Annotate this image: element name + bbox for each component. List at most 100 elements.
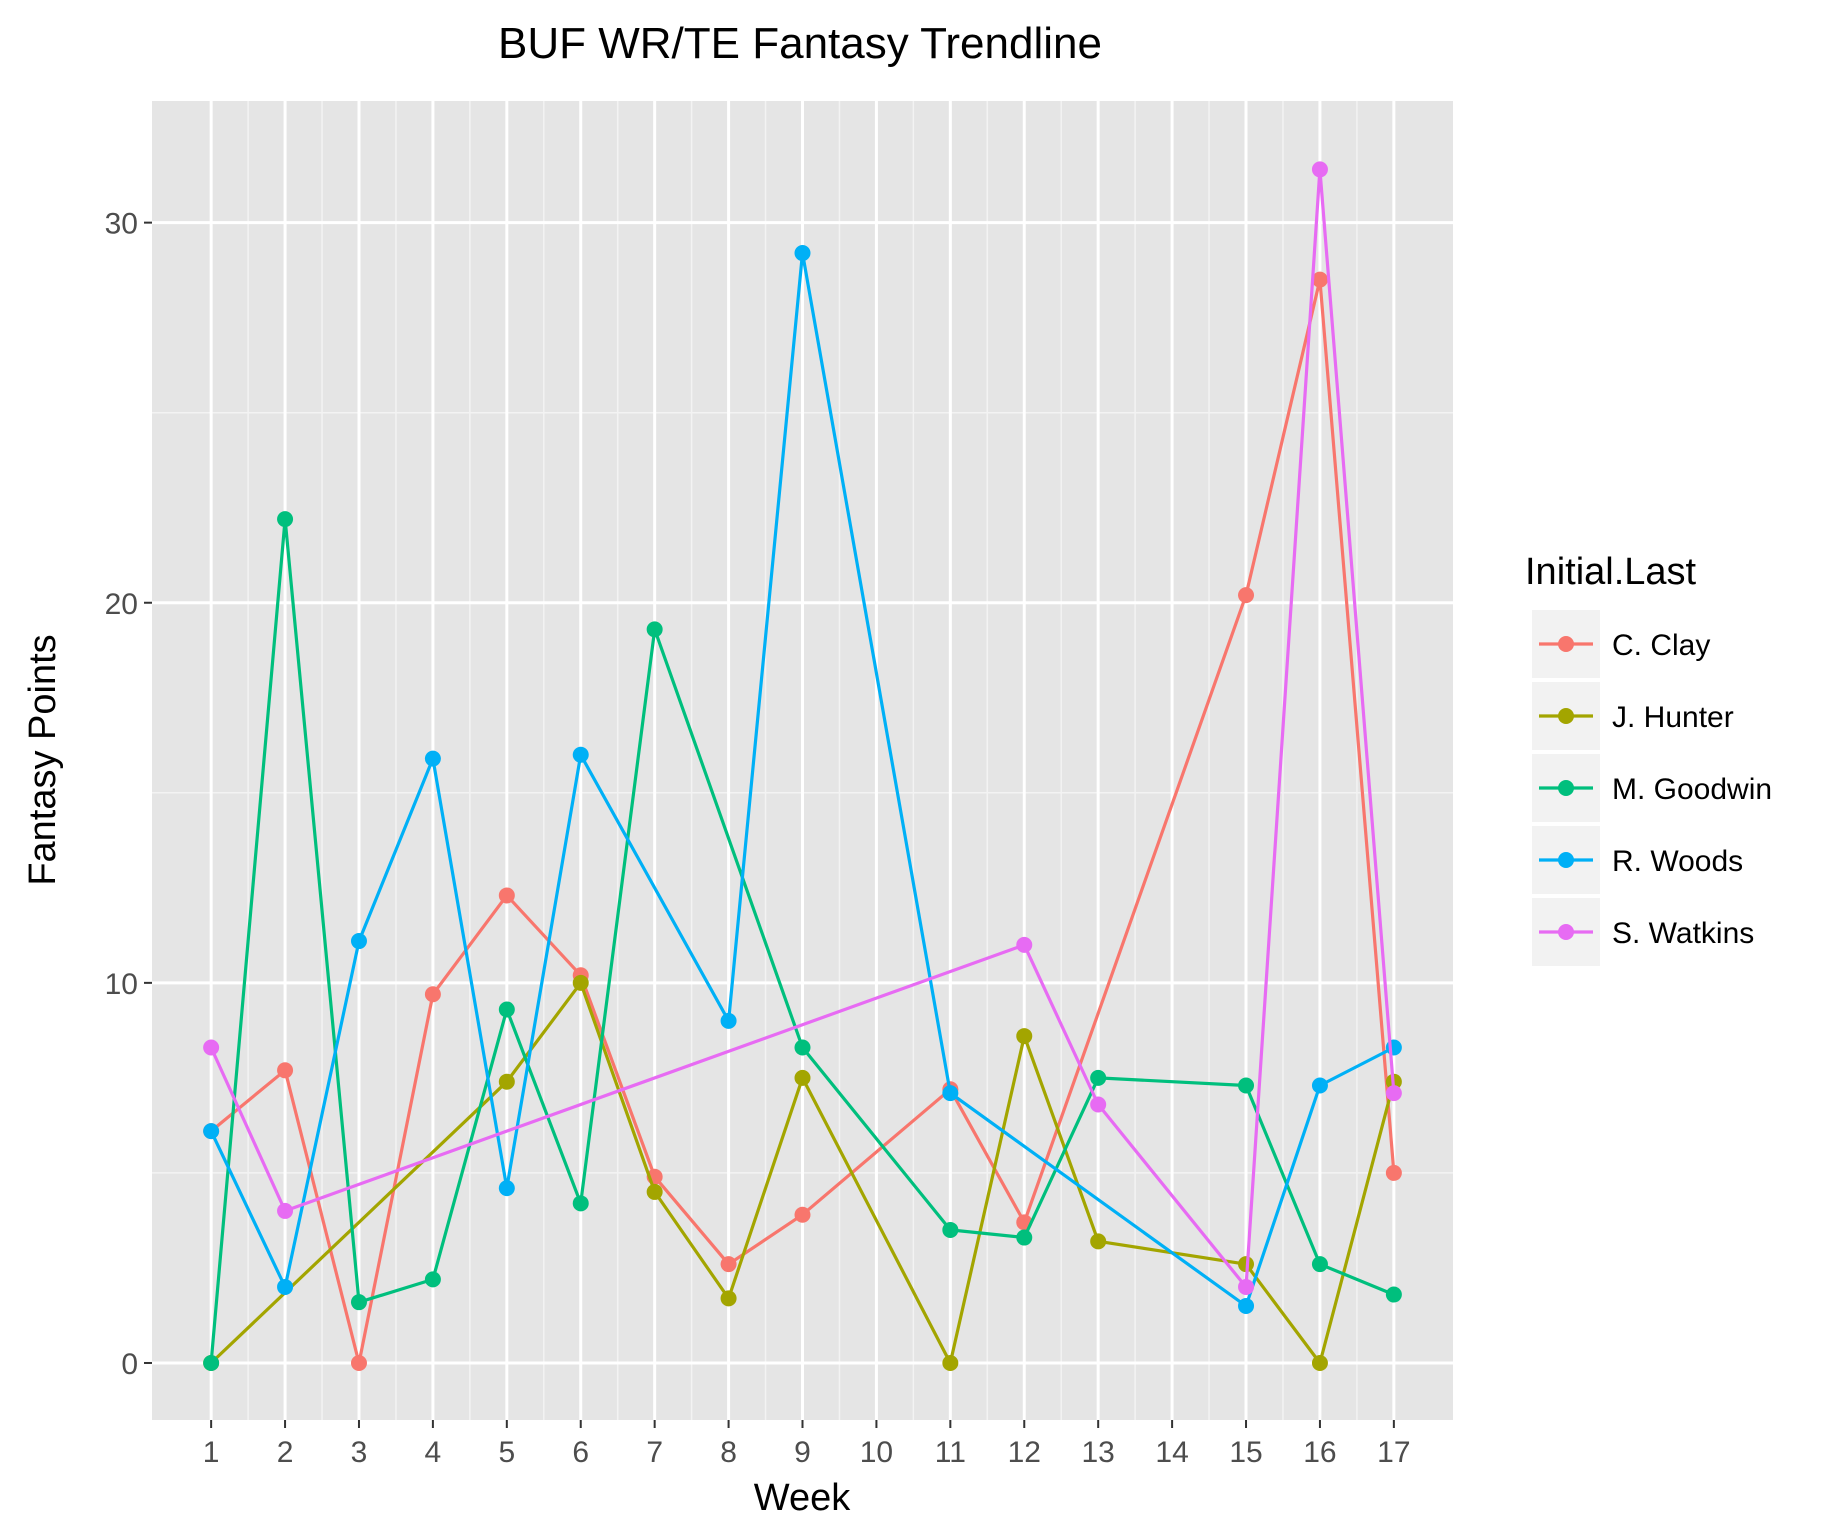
x-tick-label: 13: [1081, 1436, 1114, 1469]
x-tick-label: 2: [277, 1436, 294, 1469]
series-m-goodwin: [203, 511, 1402, 1371]
x-tick-label: 11: [935, 1436, 966, 1469]
legend-label: J. Hunter: [1612, 701, 1734, 734]
data-point-c-clay: [1311, 271, 1328, 288]
data-point-m-goodwin: [572, 1195, 589, 1212]
data-point-r-woods: [720, 1012, 737, 1029]
legend-marker: [1558, 780, 1574, 796]
x-tick-label: 6: [572, 1436, 589, 1469]
data-point-r-woods: [794, 245, 811, 262]
series-line-r-woods: [209, 251, 1395, 1308]
data-point-c-clay: [350, 1354, 367, 1371]
data-point-m-goodwin: [1385, 1286, 1402, 1303]
x-tick-label: 1: [203, 1436, 220, 1469]
x-tick-label: 16: [1303, 1436, 1336, 1469]
data-point-r-woods: [1311, 1077, 1328, 1094]
legend-item-r-woods: R. Woods: [1532, 826, 1743, 894]
data-point-r-woods: [424, 750, 441, 767]
data-point-m-goodwin: [794, 1039, 811, 1056]
series-r-woods: [203, 245, 1402, 1314]
data-point-s-watkins: [203, 1039, 220, 1056]
chart-title: BUF WR/TE Fantasy Trendline: [498, 19, 1102, 68]
x-tick-label: 10: [860, 1436, 893, 1469]
data-point-r-woods: [498, 1180, 515, 1197]
legend-item-m-goodwin: M. Goodwin: [1532, 754, 1772, 822]
x-tick-label: 12: [1008, 1436, 1041, 1469]
data-point-j-hunter: [720, 1290, 737, 1307]
data-point-j-hunter: [942, 1354, 959, 1371]
x-tick-label: 9: [794, 1436, 811, 1469]
data-point-c-clay: [1385, 1164, 1402, 1181]
series-line-j-hunter: [209, 981, 1396, 1365]
data-point-s-watkins: [1016, 936, 1033, 953]
data-point-c-clay: [1238, 587, 1255, 604]
data-point-j-hunter: [572, 974, 589, 991]
legend-label: S. Watkins: [1612, 917, 1754, 950]
series-line-m-goodwin: [209, 517, 1395, 1364]
data-point-s-watkins: [1090, 1096, 1107, 1113]
data-point-m-goodwin: [1238, 1077, 1255, 1094]
legend-marker: [1558, 708, 1574, 724]
data-point-r-woods: [350, 933, 367, 950]
data-point-j-hunter: [646, 1183, 663, 1200]
legend-label: C. Clay: [1612, 629, 1710, 662]
legend-item-s-watkins: S. Watkins: [1532, 898, 1754, 966]
data-point-m-goodwin: [942, 1221, 959, 1238]
data-point-m-goodwin: [277, 511, 294, 528]
x-tick-label: 8: [720, 1436, 737, 1469]
legend-label: M. Goodwin: [1612, 773, 1772, 806]
data-point-j-hunter: [794, 1069, 811, 1086]
data-point-j-hunter: [1311, 1354, 1328, 1371]
legend: Initial.Last C. Clay J. Hunter M. Goodwin R…: [1525, 551, 1772, 966]
data-point-m-goodwin: [1090, 1069, 1107, 1086]
data-point-r-woods: [572, 746, 589, 763]
data-point-m-goodwin: [1311, 1256, 1328, 1273]
data-point-m-goodwin: [646, 621, 663, 638]
legend-item-j-hunter: J. Hunter: [1532, 682, 1734, 750]
legend-label: R. Woods: [1612, 845, 1743, 878]
data-point-c-clay: [498, 887, 515, 904]
data-point-r-woods: [1238, 1297, 1255, 1314]
legend-marker: [1558, 924, 1574, 940]
series-line-c-clay: [210, 278, 1396, 1365]
legend-marker: [1558, 636, 1574, 652]
x-tick-label: 15: [1229, 1436, 1262, 1469]
series-j-hunter: [203, 974, 1402, 1371]
series-layer: [203, 161, 1402, 1371]
y-tick-label: 30: [105, 208, 138, 241]
data-point-j-hunter: [1016, 1028, 1033, 1045]
y-tick-label: 20: [105, 588, 138, 621]
data-point-j-hunter: [498, 1073, 515, 1090]
data-point-s-watkins: [277, 1202, 294, 1219]
data-point-c-clay: [720, 1256, 737, 1273]
x-tick-label: 14: [1155, 1436, 1188, 1469]
x-tick-label: 7: [646, 1436, 663, 1469]
data-point-r-woods: [942, 1085, 959, 1102]
data-point-c-clay: [794, 1206, 811, 1223]
data-point-c-clay: [277, 1062, 294, 1079]
data-point-m-goodwin: [498, 1001, 515, 1018]
y-axis-label: Fantasy Points: [22, 634, 64, 885]
legend-marker: [1558, 852, 1574, 868]
legend-item-c-clay: C. Clay: [1532, 610, 1710, 678]
data-point-s-watkins: [1238, 1278, 1255, 1295]
x-tick-label: 4: [425, 1436, 442, 1469]
data-point-s-watkins: [1311, 161, 1328, 178]
legend-title: Initial.Last: [1525, 551, 1697, 593]
data-point-r-woods: [203, 1123, 220, 1140]
x-tick-label: 3: [351, 1436, 368, 1469]
data-point-c-clay: [424, 986, 441, 1003]
data-point-m-goodwin: [424, 1271, 441, 1288]
data-point-s-watkins: [1385, 1085, 1402, 1102]
data-point-m-goodwin: [1016, 1229, 1033, 1246]
data-point-j-hunter: [1090, 1233, 1107, 1250]
x-tick-label: 5: [498, 1436, 515, 1469]
data-point-m-goodwin: [203, 1354, 220, 1371]
y-tick-label: 10: [105, 968, 138, 1001]
series-s-watkins: [203, 161, 1402, 1295]
data-point-m-goodwin: [350, 1294, 367, 1311]
data-point-r-woods: [277, 1278, 294, 1295]
x-tick-label: 17: [1377, 1436, 1410, 1469]
